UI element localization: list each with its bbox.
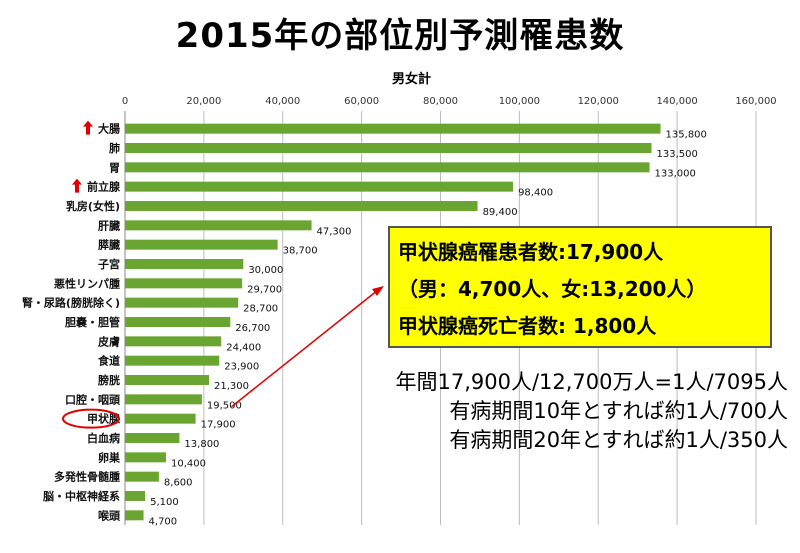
- x-tick-label: 80,000: [423, 96, 458, 107]
- category-label: 食道: [98, 354, 120, 368]
- highlight-ellipse: [62, 408, 120, 429]
- value-label: 98,400: [518, 188, 553, 199]
- bar: [125, 452, 167, 463]
- bar: [125, 239, 278, 250]
- bar: [125, 510, 144, 521]
- value-label: 24,400: [226, 342, 261, 353]
- value-label: 47,300: [317, 226, 352, 237]
- value-label: 135,800: [666, 130, 707, 141]
- value-label: 10,400: [171, 458, 206, 469]
- bar: [125, 297, 239, 308]
- value-label: 17,900: [201, 420, 236, 431]
- bar: [125, 336, 222, 347]
- category-label: 大腸: [98, 122, 120, 136]
- value-label: 133,500: [656, 149, 697, 160]
- x-tick-label: 40,000: [265, 96, 300, 107]
- value-label: 38,700: [283, 246, 318, 257]
- value-label: 13,800: [184, 439, 219, 450]
- x-tick-label: 100,000: [499, 96, 540, 107]
- value-label: 4,700: [149, 516, 178, 527]
- category-label: 喉頭: [98, 508, 121, 522]
- callout-line-breakdown: （男：4,700人、女:13,200人）: [398, 277, 707, 301]
- category-label: 口腔・咽頭: [65, 392, 121, 406]
- category-label: 膀胱: [97, 373, 120, 387]
- category-label: 悪性リンパ腫: [54, 276, 120, 290]
- callout-line-incidence: 甲状腺癌罹患者数:17,900人: [398, 240, 664, 264]
- bar: [125, 355, 220, 366]
- category-label: 卵巣: [98, 450, 121, 464]
- callout-pointer-arrowhead: [372, 286, 384, 296]
- callout-pointer-line: [231, 289, 379, 408]
- category-label: 脳・中枢神経系: [43, 489, 120, 503]
- stats-line-20yr: 有病期間20年とすれば約1人/350人: [449, 428, 788, 452]
- value-label: 26,700: [235, 323, 270, 334]
- category-label: 子宮: [98, 257, 120, 271]
- thyroid-callout-box: 甲状腺癌罹患者数:17,900人 （男：4,700人、女:13,200人） 甲状…: [388, 226, 772, 348]
- category-label: 白血病: [87, 431, 120, 445]
- bar: [125, 259, 244, 269]
- prevalence-stats: 年間17,900人/12,700万人=1人/7095人 有病期間10年とすれば約…: [328, 368, 788, 455]
- bar: [125, 201, 478, 211]
- category-label: 肺: [109, 141, 120, 155]
- category-label: 胃: [109, 161, 120, 174]
- bar: [125, 471, 159, 482]
- value-label: 29,700: [247, 284, 282, 295]
- value-label: 89,400: [483, 207, 518, 218]
- bar: [125, 220, 312, 231]
- value-label: 21,300: [214, 381, 249, 392]
- x-tick-label: 20,000: [186, 96, 221, 107]
- value-label: 8,600: [164, 478, 193, 489]
- category-label: 皮膚: [97, 334, 120, 348]
- callout-line-deaths: 甲状腺癌死亡者数: 1,800人: [398, 314, 657, 338]
- bar: [125, 162, 650, 173]
- bar: [125, 413, 196, 424]
- bar: [125, 317, 231, 327]
- x-tick-label: 160,000: [735, 96, 776, 107]
- bar: [125, 123, 661, 134]
- category-label: 肝臓: [98, 218, 120, 232]
- x-tick-label: 120,000: [578, 96, 619, 107]
- category-label: 膵臓: [98, 238, 120, 252]
- category-label: 腎・尿路(膀胱除く): [22, 296, 120, 310]
- bar: [125, 433, 180, 443]
- bar: [125, 394, 202, 405]
- category-label: 多発性骨髄腫: [54, 470, 120, 484]
- stats-line-annual: 年間17,900人/12,700万人=1人/7095人: [395, 370, 788, 394]
- category-label: 乳房(女性): [66, 199, 120, 213]
- value-label: 28,700: [243, 304, 278, 315]
- category-label: 胆嚢・胆管: [65, 315, 120, 329]
- category-label: 前立腺: [87, 180, 121, 194]
- up-arrow-icon: [83, 120, 93, 135]
- x-tick-label: 140,000: [656, 96, 697, 107]
- page-title: 2015年の部位別予測罹患数: [175, 16, 625, 56]
- bar: [125, 143, 652, 153]
- bar: [125, 278, 243, 289]
- stats-line-10yr: 有病期間10年とすれば約1人/700人: [449, 399, 788, 423]
- bar: [125, 491, 146, 501]
- chart-subtitle: 男女計: [392, 72, 432, 87]
- up-arrow-icon: [72, 178, 82, 193]
- bar: [125, 375, 210, 385]
- category-label: 甲状腺: [87, 412, 121, 426]
- bar: [125, 181, 514, 192]
- value-label: 5,100: [150, 497, 179, 508]
- value-label: 19,500: [207, 400, 242, 411]
- value-label: 23,900: [224, 362, 259, 373]
- x-tick-label: 60,000: [344, 96, 379, 107]
- value-label: 30,000: [248, 265, 283, 276]
- value-label: 133,000: [655, 168, 696, 179]
- x-tick-label: 0: [122, 96, 128, 107]
